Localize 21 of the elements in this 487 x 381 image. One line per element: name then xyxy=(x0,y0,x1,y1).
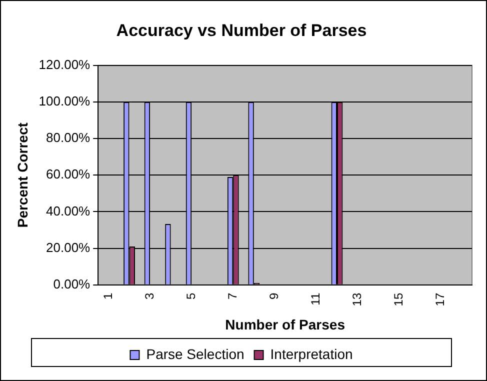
y-axis-title: Percent Correct xyxy=(14,122,30,228)
x-tick-label: 5 xyxy=(184,292,198,300)
x-tick-label: 15 xyxy=(392,292,406,306)
x-tick-label: 1 xyxy=(100,292,115,300)
y-tick-label: 120.00% xyxy=(38,56,91,72)
y-tick-label: 0.00% xyxy=(53,276,91,292)
x-tick-label: 3 xyxy=(142,292,156,300)
y-tick-label: 100.00% xyxy=(38,94,91,109)
y-tick-label: 20.00% xyxy=(46,240,91,255)
y-tick-label: 40.00% xyxy=(46,203,91,218)
chart-title: Accuracy vs Number of Parses xyxy=(116,20,367,40)
legend-label: Interpretation xyxy=(270,346,353,362)
x-tick-label: 7 xyxy=(225,292,240,300)
x-tick-label: 9 xyxy=(266,292,281,300)
y-tick-label: 80.00% xyxy=(46,130,91,146)
x-tick-label: 11 xyxy=(308,292,323,306)
x-tick-label: 13 xyxy=(350,292,364,306)
x-axis-title: Number of Parses xyxy=(225,316,346,332)
y-tick-label: 60.00% xyxy=(46,166,91,182)
x-tick-label: 17 xyxy=(433,292,448,306)
legend-label: Parse Selection xyxy=(146,346,244,362)
